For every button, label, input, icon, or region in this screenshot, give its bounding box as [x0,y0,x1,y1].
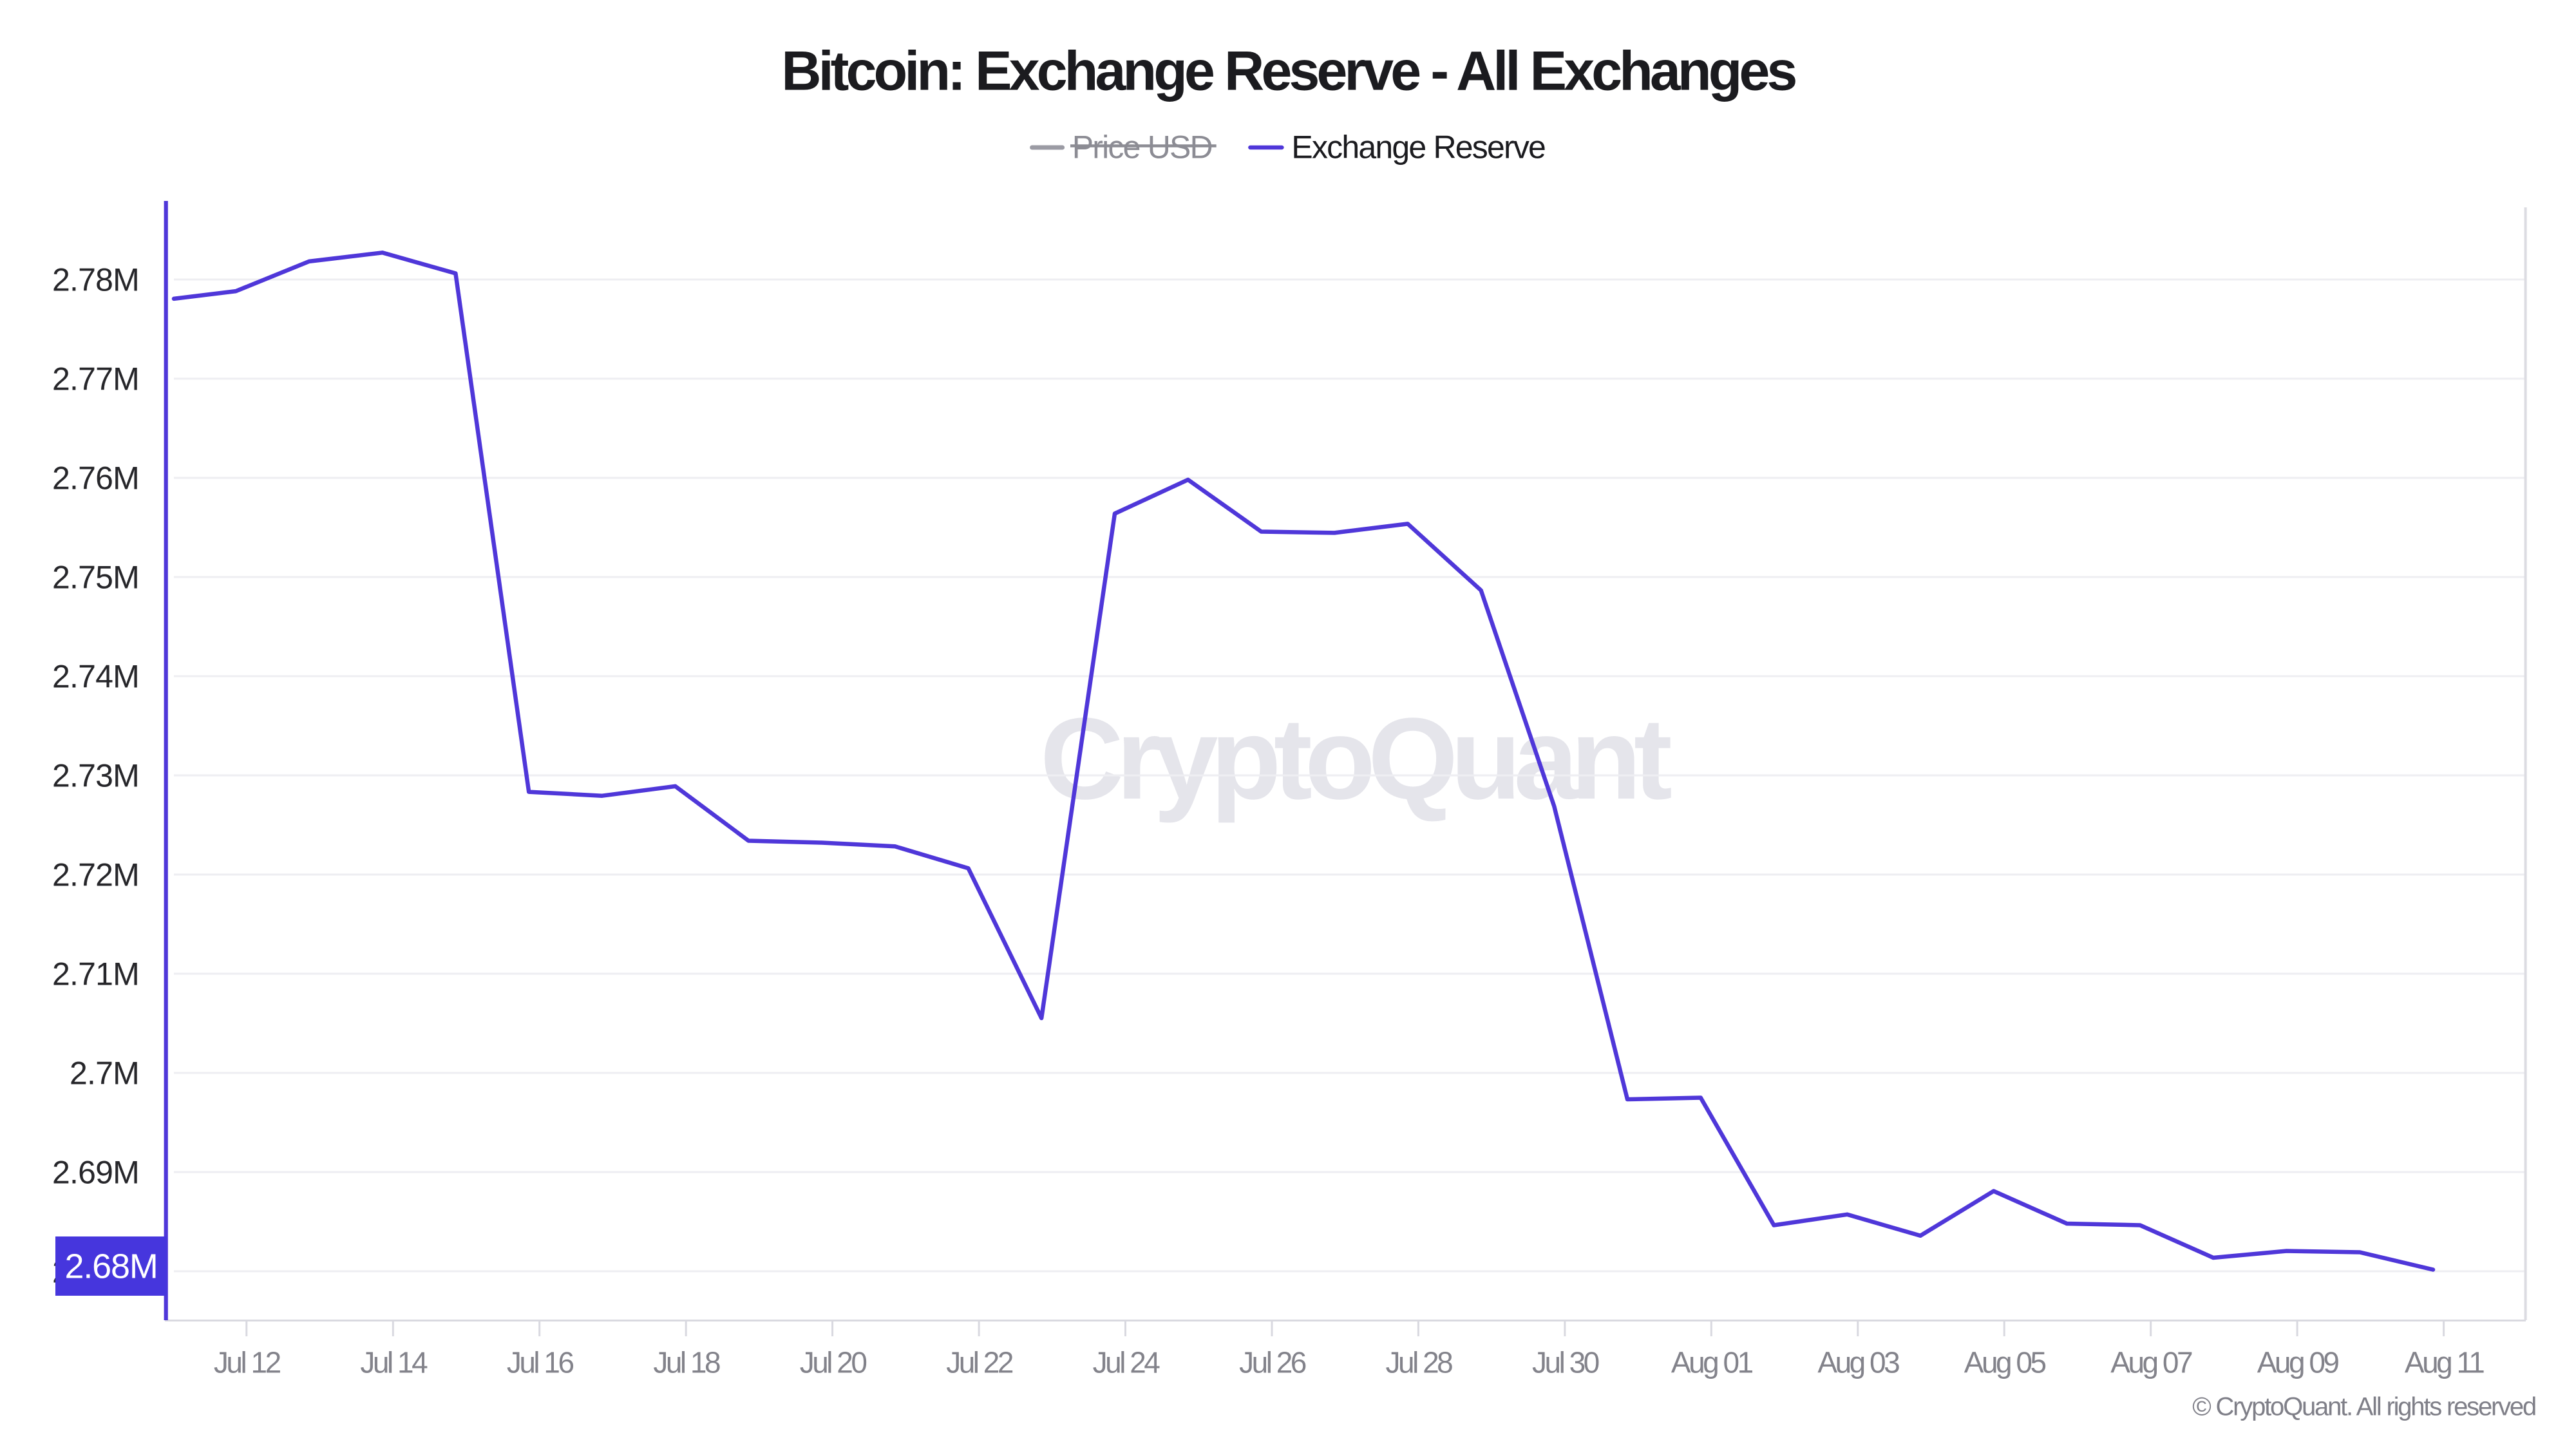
svg-text:Jul 24: Jul 24 [1093,1346,1160,1379]
svg-text:Jul 28: Jul 28 [1386,1346,1453,1379]
svg-text:2.73M: 2.73M [52,758,139,794]
svg-text:Aug 09: Aug 09 [2257,1346,2339,1379]
svg-text:Jul 12: Jul 12 [214,1346,281,1379]
svg-text:2.77M: 2.77M [52,361,139,397]
svg-text:2.74M: 2.74M [52,659,139,695]
svg-text:Jul 14: Jul 14 [360,1346,428,1379]
svg-text:Aug 05: Aug 05 [1964,1346,2046,1379]
svg-text:Jul 16: Jul 16 [507,1346,574,1379]
svg-text:© CryptoQuant. All rights rese: © CryptoQuant. All rights reserved [2192,1393,2535,1421]
svg-text:Jul 18: Jul 18 [653,1346,720,1379]
svg-text:Jul 22: Jul 22 [946,1346,1013,1379]
svg-text:2.71M: 2.71M [52,956,139,992]
svg-text:Jul 26: Jul 26 [1239,1346,1306,1379]
svg-text:Aug 11: Aug 11 [2405,1346,2484,1379]
svg-text:2.75M: 2.75M [52,560,139,596]
svg-text:Jul 20: Jul 20 [800,1346,867,1379]
svg-text:2.78M: 2.78M [52,262,139,298]
svg-text:Aug 03: Aug 03 [1817,1346,1899,1379]
svg-text:Exchange Reserve: Exchange Reserve [1291,129,1545,165]
svg-text:2.76M: 2.76M [52,460,139,497]
svg-text:Bitcoin: Exchange Reserve - Al: Bitcoin: Exchange Reserve - All Exchange… [781,41,1795,102]
svg-text:2.72M: 2.72M [52,857,139,893]
svg-text:2.69M: 2.69M [52,1155,139,1191]
svg-text:2.7M: 2.7M [70,1056,139,1092]
svg-text:Aug 07: Aug 07 [2110,1346,2192,1379]
svg-text:CryptoQuant: CryptoQuant [1040,694,1671,824]
svg-text:Jul 30: Jul 30 [1532,1346,1599,1379]
svg-text:Aug 01: Aug 01 [1671,1346,1753,1379]
svg-text:2.68M: 2.68M [65,1247,158,1286]
